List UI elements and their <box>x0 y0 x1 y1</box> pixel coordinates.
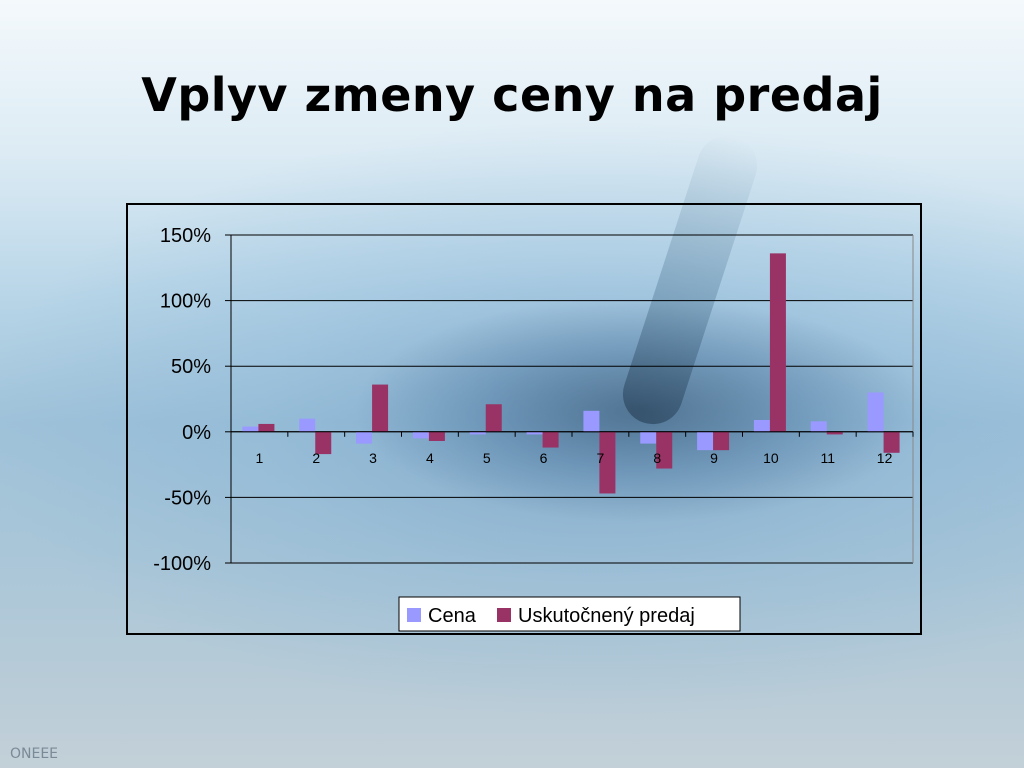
bar-cena-8 <box>640 431 657 444</box>
x-tick-label: 7 <box>597 450 605 466</box>
x-tick-label: 9 <box>710 450 718 466</box>
bar-cena-10 <box>753 419 770 432</box>
x-tick-label: 3 <box>369 450 377 466</box>
bar-cena-2 <box>299 418 316 432</box>
bar-cena-1 <box>242 426 259 432</box>
bar-cena-5 <box>469 431 486 435</box>
bar-predaj-10 <box>769 253 786 432</box>
bar-predaj-12 <box>883 431 900 453</box>
legend-swatch-cena <box>407 608 421 622</box>
x-tick-label: 5 <box>483 450 491 466</box>
bar-cena-4 <box>412 431 429 439</box>
bar-predaj-5 <box>485 404 502 432</box>
bar-predaj-6 <box>542 431 559 448</box>
y-tick-label: 150% <box>160 225 211 247</box>
x-tick-label: 2 <box>312 450 320 466</box>
legend-box <box>398 596 741 632</box>
legend-label-cena: Cena <box>428 605 477 627</box>
bar-predaj-2 <box>315 431 332 455</box>
bar-predaj-1 <box>258 423 275 432</box>
bar-predaj-9 <box>713 431 730 451</box>
bar-predaj-4 <box>428 431 445 441</box>
bar-cena-12 <box>867 392 884 432</box>
legend-swatch-predaj <box>497 608 511 622</box>
slide-title: Vplyv zmeny ceny na predaj <box>141 68 883 122</box>
x-tick-label: 12 <box>877 450 893 466</box>
x-tick-label: 11 <box>820 450 835 466</box>
x-tick-label: 10 <box>763 450 779 466</box>
bar-cena-7 <box>583 410 600 432</box>
y-tick-label: 100% <box>160 291 211 313</box>
chart-frame <box>126 203 922 635</box>
bar-cena-3 <box>356 431 373 444</box>
x-tick-label: 8 <box>653 450 661 466</box>
x-tick-label: 1 <box>256 450 264 466</box>
x-tick-label: 6 <box>540 450 548 466</box>
legend-label-predaj: Uskutočnený predaj <box>518 605 695 627</box>
y-tick-label: -100% <box>153 553 211 575</box>
y-tick-label: 0% <box>182 422 211 444</box>
bar-cena-11 <box>810 421 827 432</box>
bar-cena-6 <box>526 431 543 435</box>
bar-predaj-7 <box>599 431 616 494</box>
bar-predaj-3 <box>372 384 389 432</box>
bar-predaj-8 <box>656 431 673 469</box>
footer-logo-text: ONEEE <box>10 746 59 762</box>
x-tick-label: 4 <box>426 450 434 466</box>
y-tick-label: -50% <box>164 487 211 509</box>
y-tick-label: 50% <box>171 356 211 378</box>
bar-cena-9 <box>697 431 714 451</box>
bar-predaj-11 <box>826 431 843 435</box>
